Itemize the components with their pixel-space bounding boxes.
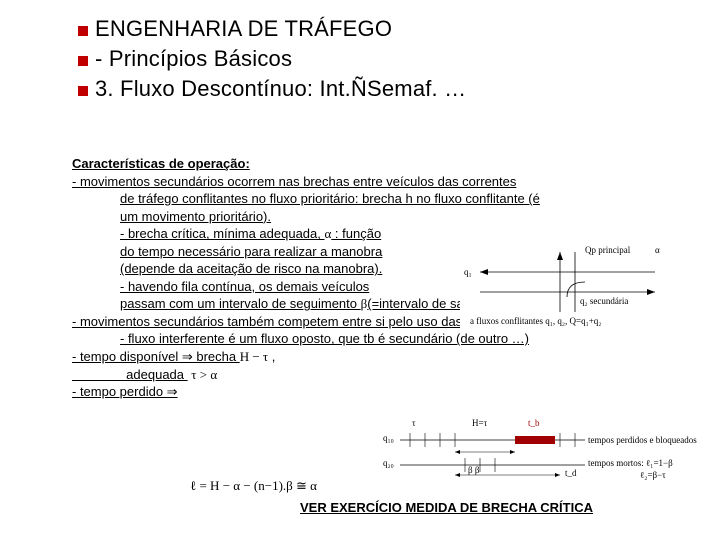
line-4b: : função [331, 226, 381, 241]
diagram-brecha: q₁₀ q₂₀ τ H=τ t_b β β t_d tempos perdido… [380, 420, 680, 492]
formula-tempo-perdido: ℓ = H − α − (n−1).β ≅ α [190, 478, 317, 494]
line-7: - havendo fila contínua, os demais veícu… [120, 279, 369, 294]
d2-H: H=τ [472, 418, 487, 428]
d2-right3: ℓ₂=β−τ [640, 470, 666, 480]
line-3: um movimento prioritário). [120, 209, 271, 224]
d1-alpha: α [655, 245, 660, 255]
heading-line-2: - Princípios Básicos [95, 46, 292, 72]
heading-line-3: 3. Fluxo Descontínuo: Int.ÑSemaf. … [95, 76, 466, 102]
d2-td: t_d [565, 468, 577, 478]
line-1: - movimentos secundários ocorrem nas bre… [72, 174, 516, 189]
line-11b: , [272, 349, 276, 364]
d1-q2: q₂ secundária [580, 296, 628, 306]
section-title: Características de operação: [72, 156, 250, 171]
d2-beta: β β [468, 465, 479, 475]
bullet-1 [78, 26, 88, 36]
d2-q2: q₂₀ [383, 458, 394, 468]
diagram-intersection: Qp principal α q₁ q₂ secundária a fluxos… [460, 242, 675, 332]
formula-adequada: τ > α [191, 367, 217, 382]
line-2: de tráfego conflitantes no fluxo priorit… [120, 191, 540, 206]
d2-q1: q₁₀ [383, 433, 394, 443]
bullet-3 [78, 86, 88, 96]
line-4a: - brecha crítica, mínima adequada, [120, 226, 325, 241]
formula-tempo-disp: H − τ [240, 349, 268, 364]
line-12a: adequada [72, 367, 188, 382]
see-exercise-link[interactable]: VER EXERCÍCIO MEDIDA DE BRECHA CRÍTICA [300, 500, 593, 515]
heading-line-1: ENGENHARIA DE TRÁFEGO [95, 16, 392, 42]
d2-tau: τ [412, 418, 416, 428]
d1-qp: Qp principal [585, 245, 630, 255]
d1-caption: a fluxos conflitantes q₁, q₂, Q=q₁+q₂ [470, 316, 601, 326]
line-9: - movimentos secundários também competem… [72, 314, 516, 329]
d2-right2: tempos mortos: ℓ₁=1−β [588, 458, 673, 468]
bullet-2 [78, 56, 88, 66]
line-5: do tempo necessário para realizar a mano… [120, 244, 382, 259]
diagram-brecha-svg [380, 420, 680, 492]
d2-right1: tempos perdidos e bloqueados [588, 435, 697, 445]
line-6: (depende da aceitação de risco na manobr… [120, 261, 382, 276]
d1-q1: q₁ [464, 267, 472, 277]
d2-tb: t_b [528, 418, 540, 428]
line-8a: passam com um intervalo de seguimento [120, 296, 361, 311]
line-13a: - tempo perdido ⇒ [72, 384, 178, 399]
line-11a: - tempo disponível ⇒ brecha [72, 349, 240, 364]
line-10: - fluxo interferente é um fluxo oposto, … [120, 331, 529, 346]
